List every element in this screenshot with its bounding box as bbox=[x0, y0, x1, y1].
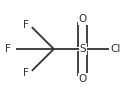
Text: O: O bbox=[79, 14, 87, 24]
Text: F: F bbox=[23, 68, 29, 78]
Text: O: O bbox=[79, 74, 87, 84]
Text: F: F bbox=[5, 44, 11, 54]
Text: F: F bbox=[23, 20, 29, 30]
Text: S: S bbox=[79, 44, 86, 54]
Text: Cl: Cl bbox=[110, 44, 120, 54]
